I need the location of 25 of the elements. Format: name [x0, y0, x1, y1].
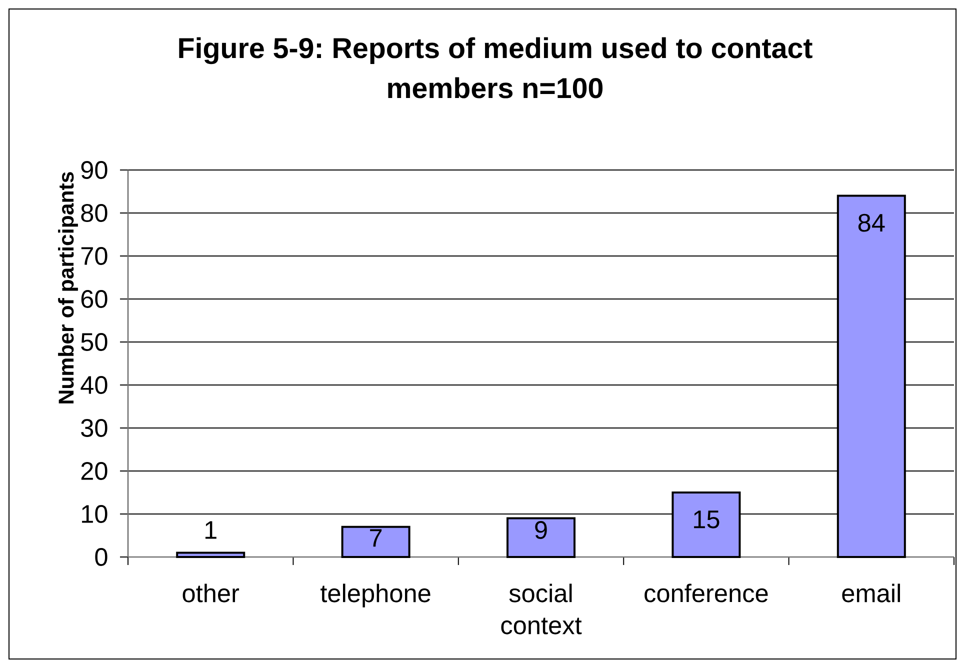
data-label: 84 — [858, 214, 885, 232]
y-tick-label: 40 — [80, 376, 108, 394]
x-tick-label: social context — [501, 584, 582, 634]
y-tick-label: 70 — [81, 247, 108, 265]
y-tick-label: 10 — [82, 505, 108, 523]
y-axis-title: Number of participants — [58, 172, 78, 404]
chart-title: Figure 5-9: Reports of medium used to contact members n=100 — [179, 37, 812, 98]
x-tick-label: email — [842, 584, 900, 602]
y-tick-label: 20 — [81, 462, 108, 480]
data-label: 15 — [694, 510, 720, 528]
y-tick-label: 90 — [81, 161, 108, 179]
bar — [341, 526, 410, 558]
x-tick-label: telephone — [320, 584, 430, 608]
bar — [176, 552, 246, 558]
y-tick-label: 80 — [81, 204, 108, 222]
y-tick-label: 50 — [81, 333, 108, 351]
y-tick-label: 30 — [81, 419, 108, 437]
bar — [506, 517, 576, 558]
x-tick-label: other — [182, 584, 240, 602]
x-tick-label: conference — [644, 584, 768, 602]
y-tick-label: 0 — [95, 548, 108, 566]
data-label: 9 — [535, 521, 547, 539]
data-label: 7 — [370, 529, 382, 547]
y-tick-label: 60 — [81, 290, 108, 308]
data-label: 1 — [205, 521, 216, 539]
